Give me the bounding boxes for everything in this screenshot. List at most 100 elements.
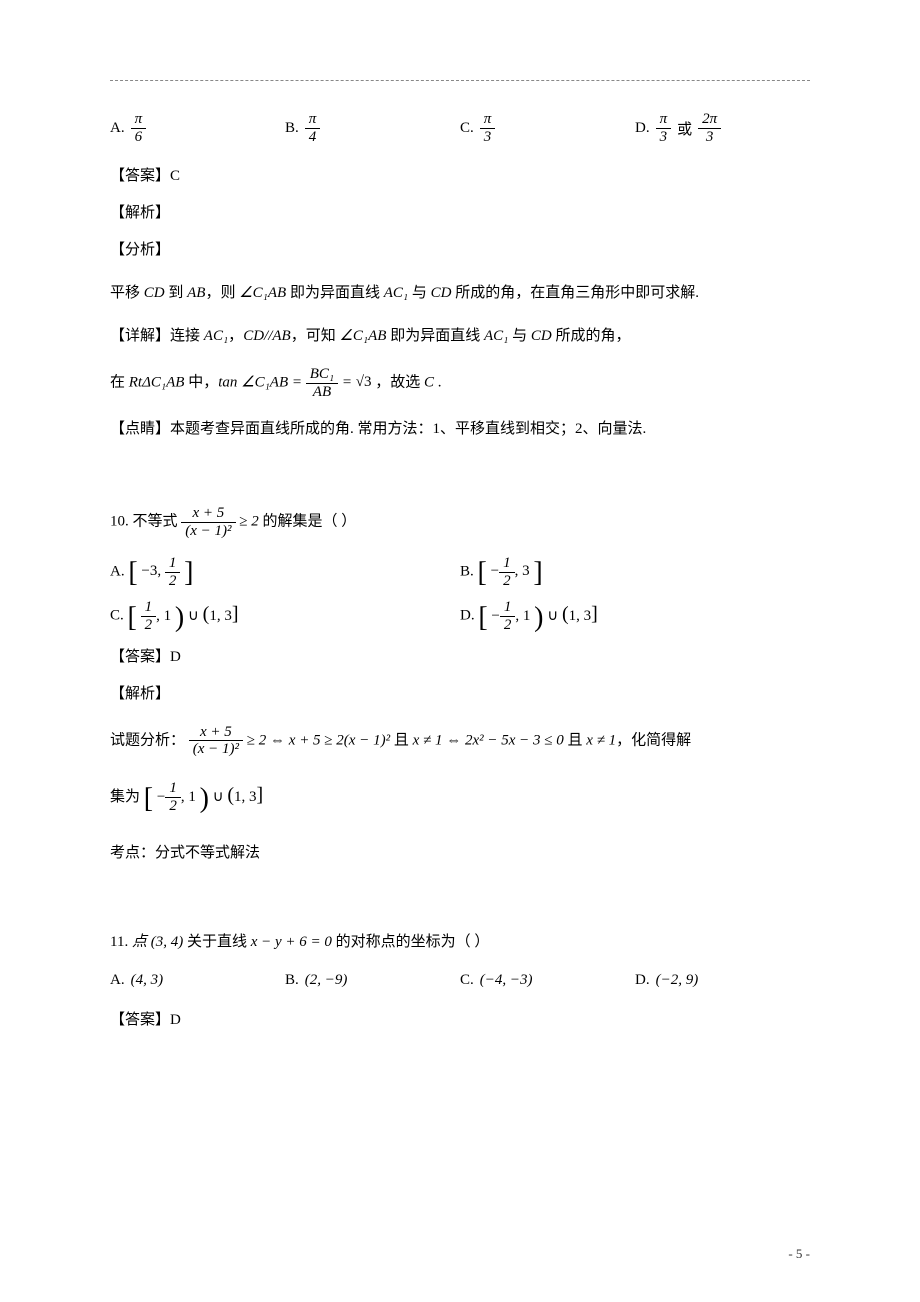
- text: 关于直线: [187, 934, 251, 950]
- coord: (4, 3): [131, 972, 164, 989]
- denominator: 3: [480, 129, 496, 146]
- q9-options: A. π 6 B. π 4 C. π 3 D. π 3: [110, 111, 810, 145]
- numerator: π: [305, 111, 321, 129]
- q10-option-d: D. [ −12, 1 ) ∪ (1, 3]: [460, 599, 810, 633]
- option-label: B.: [460, 563, 474, 579]
- denominator: (x − 1)²: [189, 741, 243, 758]
- answer-label: 【答案】: [110, 168, 170, 184]
- numerator: π: [131, 111, 147, 129]
- answer-label: 【答案】: [110, 1012, 170, 1028]
- math: tan ∠C₁AB =: [218, 374, 306, 390]
- option-label: A.: [110, 972, 125, 989]
- q9-jiexi: 【解析】: [110, 200, 810, 227]
- text: 本题考查异面直线所成的角. 常用方法：1、平移直线到相交；2、向量法.: [170, 421, 646, 437]
- numerator: x + 5: [181, 505, 235, 523]
- coord: (−4, −3): [480, 972, 533, 989]
- numerator: 2π: [698, 111, 721, 129]
- option-label: B.: [285, 120, 299, 137]
- ge: ≥ 2: [236, 513, 259, 529]
- q9-option-b: B. π 4: [285, 111, 460, 145]
- text: 在: [110, 374, 129, 390]
- q9-option-c: C. π 3: [460, 111, 635, 145]
- text: 分式不等式解法: [155, 845, 260, 861]
- option-label: B.: [285, 972, 299, 989]
- math: CD: [144, 285, 165, 301]
- math: 2x² − 5x − 3 ≤ 0: [465, 732, 564, 748]
- q10-options-row2: C. [ 12, 1 ) ∪ (1, 3] D. [ −12, 1 ) ∪ (1…: [110, 599, 810, 633]
- text: ，则: [205, 285, 239, 301]
- q11-number: 11.: [110, 934, 132, 950]
- set-expr: [ −12, 3 ]: [478, 563, 543, 579]
- jiexi-label: 【解析】: [110, 205, 170, 221]
- fraction: BC₁AB: [306, 366, 338, 400]
- q10-option-b: B. [ −12, 3 ]: [460, 555, 810, 589]
- math: AC₁: [484, 328, 508, 344]
- option-label: D.: [635, 120, 650, 137]
- denominator: 3: [656, 129, 672, 146]
- math: x ≠ 1: [413, 732, 443, 748]
- text: 不等式: [133, 513, 178, 529]
- math: CD: [531, 328, 552, 344]
- answer-value: D: [170, 1012, 181, 1028]
- q9-fenxi-label: 【分析】: [110, 237, 810, 264]
- text: ，化简得解: [616, 732, 691, 748]
- q11-options: A. (4, 3) B. (2, −9) C. (−4, −3) D. (−2,…: [110, 972, 810, 989]
- option-label: D.: [460, 608, 475, 624]
- kaodian-label: 考点：: [110, 845, 155, 861]
- text: 所成的角，在直角三角形中即可求解.: [451, 285, 699, 301]
- q10-option-a: A. [ −3, 12 ]: [110, 555, 460, 589]
- text: .: [434, 374, 442, 390]
- fraction: π 3: [480, 111, 496, 145]
- text: ，: [228, 328, 243, 344]
- numerator: BC₁: [306, 366, 338, 384]
- numerator: π: [656, 111, 672, 129]
- spacer: [110, 883, 810, 913]
- text: 与: [408, 285, 431, 301]
- option-label: C.: [460, 120, 474, 137]
- math: AB: [187, 285, 205, 301]
- q9-rt-line: 在 RtΔC₁AB 中，tan ∠C₁AB = BC₁AB = √3 ，故选 C…: [110, 366, 810, 400]
- set-expr: [ −12, 1 ) ∪ (1, 3]: [478, 608, 597, 624]
- q9-xiangjie: 【详解】连接 AC₁，CD//AB，可知 ∠C₁AB 即为异面直线 AC₁ 与 …: [110, 323, 810, 350]
- answer-value: C: [170, 168, 180, 184]
- math: CD//AB: [243, 328, 291, 344]
- text: 即为异面直线: [386, 328, 484, 344]
- text: ，可知: [291, 328, 340, 344]
- text: 的对称点的坐标为（ ）: [332, 934, 490, 950]
- top-rule: [110, 80, 810, 81]
- set-expr: [ 12, 1 ) ∪ (1, 3]: [128, 608, 239, 624]
- fraction: π 6: [131, 111, 147, 145]
- option-label: A.: [110, 120, 125, 137]
- option-label: A.: [110, 563, 125, 579]
- text: ，故选: [372, 374, 425, 390]
- q10-jiexi: 【解析】: [110, 681, 810, 708]
- text: 的解集是（ ）: [259, 513, 357, 529]
- q10-number: 10.: [110, 513, 133, 529]
- set-expr: [ −12, 1 ) ∪ (1, 3]: [144, 789, 263, 805]
- q11-option-d: D. (−2, 9): [635, 972, 810, 989]
- xiangjie-label: 【详解】: [110, 328, 170, 344]
- iff: ⇔: [442, 732, 465, 748]
- or-text: 或: [677, 118, 692, 139]
- math: ∠C₁AB: [339, 328, 386, 344]
- fraction: 2π 3: [698, 111, 721, 145]
- numerator: π: [480, 111, 496, 129]
- analysis-label: 试题分析：: [110, 732, 185, 748]
- q10-analysis-line2: 集为 [ −12, 1 ) ∪ (1, 3]: [110, 774, 810, 824]
- q9-dianjing: 【点睛】本题考查异面直线所成的角. 常用方法：1、平移直线到相交；2、向量法.: [110, 416, 810, 443]
- fraction: π 4: [305, 111, 321, 145]
- denominator: 3: [698, 129, 721, 146]
- option-label: C.: [110, 608, 124, 624]
- q9-option-d: D. π 3 或 2π 3: [635, 111, 810, 145]
- option-label: D.: [635, 972, 650, 989]
- coord: (2, −9): [305, 972, 348, 989]
- ge: ≥ 2 ⇔: [243, 732, 289, 748]
- q10-stem: 10. 不等式 x + 5 (x − 1)² ≥ 2 的解集是（ ）: [110, 505, 810, 539]
- text: 中，: [184, 374, 218, 390]
- q10-kaodian: 考点：分式不等式解法: [110, 840, 810, 867]
- answer-value: D: [170, 649, 181, 665]
- math: AC₁: [384, 285, 408, 301]
- q10-options-row1: A. [ −3, 12 ] B. [ −12, 3 ]: [110, 555, 810, 589]
- math: ∠C₁AB: [239, 285, 286, 301]
- q10-answer: 【答案】D: [110, 644, 810, 671]
